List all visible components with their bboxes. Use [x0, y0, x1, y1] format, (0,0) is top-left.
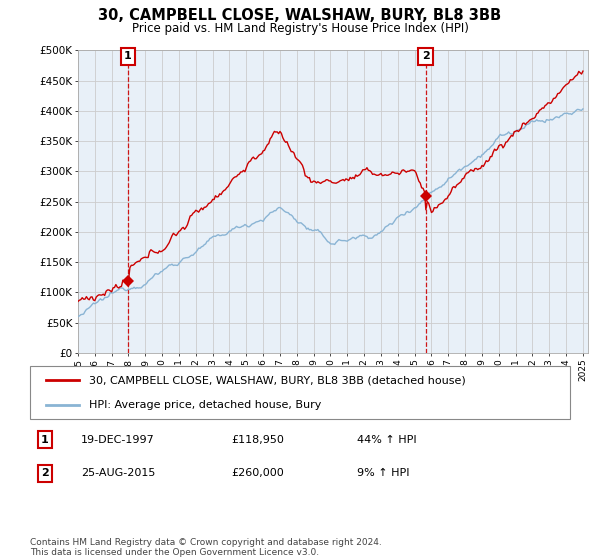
Text: £118,950: £118,950	[231, 435, 284, 445]
Text: 44% ↑ HPI: 44% ↑ HPI	[357, 435, 416, 445]
Text: 1: 1	[41, 435, 49, 445]
Text: 9% ↑ HPI: 9% ↑ HPI	[357, 468, 409, 478]
Text: £260,000: £260,000	[231, 468, 284, 478]
Text: Contains HM Land Registry data © Crown copyright and database right 2024.
This d: Contains HM Land Registry data © Crown c…	[30, 538, 382, 557]
Text: 25-AUG-2015: 25-AUG-2015	[81, 468, 155, 478]
Text: 2: 2	[41, 468, 49, 478]
Text: 19-DEC-1997: 19-DEC-1997	[81, 435, 155, 445]
Text: Price paid vs. HM Land Registry's House Price Index (HPI): Price paid vs. HM Land Registry's House …	[131, 22, 469, 35]
Text: 30, CAMPBELL CLOSE, WALSHAW, BURY, BL8 3BB (detached house): 30, CAMPBELL CLOSE, WALSHAW, BURY, BL8 3…	[89, 375, 466, 385]
FancyBboxPatch shape	[30, 366, 570, 419]
Text: 2: 2	[422, 52, 430, 62]
Text: 30, CAMPBELL CLOSE, WALSHAW, BURY, BL8 3BB: 30, CAMPBELL CLOSE, WALSHAW, BURY, BL8 3…	[98, 8, 502, 24]
Text: 1: 1	[124, 52, 132, 62]
Text: HPI: Average price, detached house, Bury: HPI: Average price, detached house, Bury	[89, 399, 322, 409]
